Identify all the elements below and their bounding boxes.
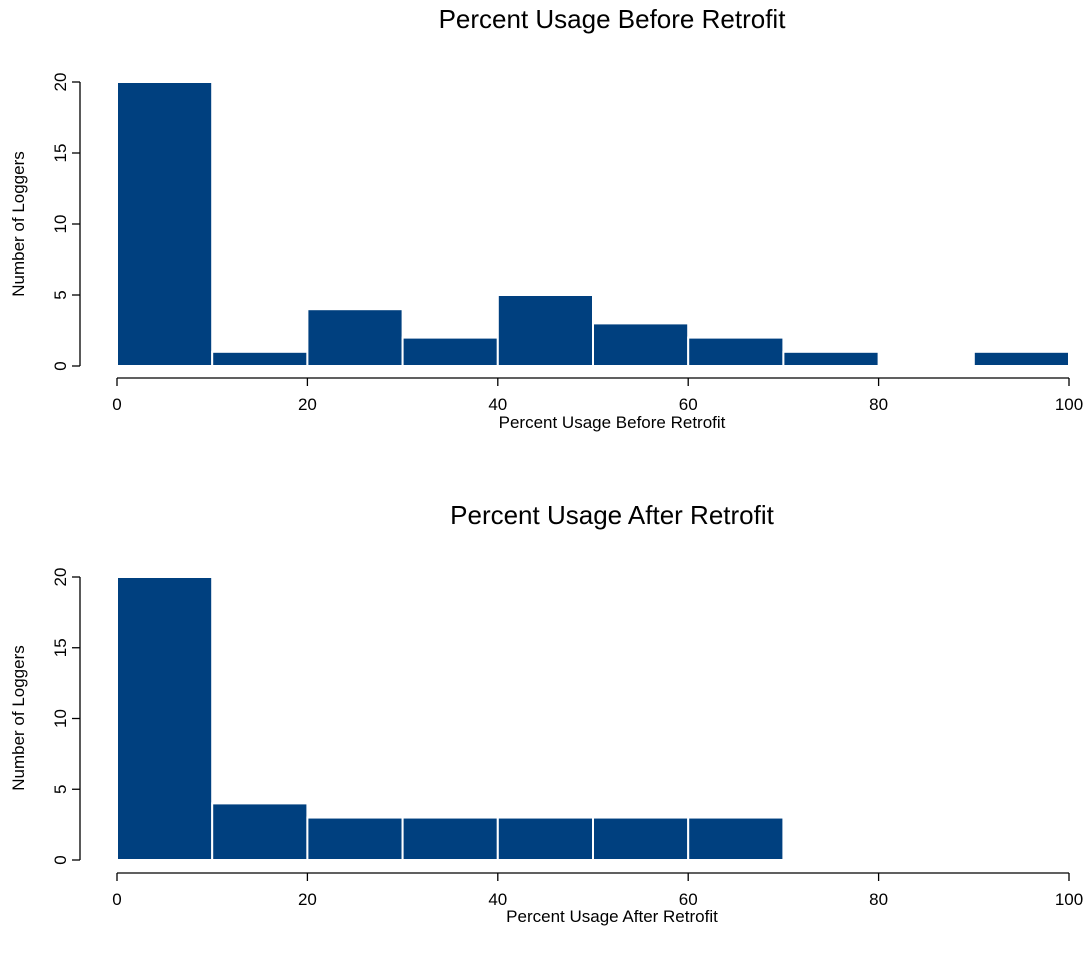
y-tick-label: 20 [51, 73, 70, 92]
y-tick-label: 20 [51, 568, 70, 587]
histogram-bar [401, 816, 499, 861]
histogram-bar [687, 816, 785, 861]
histogram-bar [782, 350, 880, 367]
y-tick-label: 5 [51, 785, 70, 794]
x-axis: 0 20 40 60 80 100 0 20 40 60 80 100 [112, 377, 1083, 909]
x-tick-label: 0 [112, 395, 121, 414]
histogram-bar [306, 308, 404, 368]
histogram-before-retrofit: Percent Usage Before Retrofit Number of … [9, 4, 1083, 909]
histogram-bar [306, 816, 404, 861]
x-tick-label: 100 [1055, 395, 1083, 414]
y-tick-label: 0 [51, 361, 70, 370]
y-tick-label: 0 [51, 855, 70, 864]
y-tick-label: 5 [51, 290, 70, 299]
histogram-bar [211, 802, 309, 862]
x-tick-label: 60 [679, 890, 698, 909]
y-axis-label: Number of Loggers [9, 151, 28, 297]
chart-title: Percent Usage After Retrofit [450, 500, 774, 530]
x-tick-label: 20 [298, 395, 317, 414]
y-tick-label: 10 [51, 215, 70, 234]
histogram-bar [211, 350, 309, 367]
x-tick-label: 100 [1055, 890, 1083, 909]
y-tick-label: 15 [51, 638, 70, 657]
histogram-bar [592, 322, 690, 367]
x-axis-label: Percent Usage After Retrofit [506, 907, 718, 926]
histogram-bar [496, 816, 594, 861]
y-axis: 0 5 10 15 20 0 5 10 15 20 [51, 73, 81, 865]
x-tick-label: 20 [298, 890, 317, 909]
x-tick-label: 0 [112, 890, 121, 909]
x-tick-label: 80 [869, 395, 888, 414]
histogram-bar [687, 336, 785, 368]
histogram-bar [496, 294, 594, 367]
bar-group [116, 81, 1070, 862]
histogram-bar [116, 576, 214, 861]
chart-title: Percent Usage Before Retrofit [439, 4, 787, 34]
y-tick-label: 10 [51, 709, 70, 728]
y-tick-label: 15 [51, 144, 70, 163]
x-tick-label: 40 [488, 395, 507, 414]
histogram-bar [592, 816, 690, 861]
y-axis-label: Number of Loggers [9, 645, 28, 791]
histogram-bar [116, 81, 214, 367]
x-tick-label: 60 [679, 395, 698, 414]
histogram-bar [972, 350, 1070, 367]
x-axis-label: Percent Usage Before Retrofit [499, 413, 726, 432]
histogram-bar [401, 336, 499, 368]
x-tick-label: 80 [869, 890, 888, 909]
x-tick-label: 40 [488, 890, 507, 909]
histogram-after-retrofit: Percent Usage After Retrofit Number of L… [9, 500, 775, 926]
